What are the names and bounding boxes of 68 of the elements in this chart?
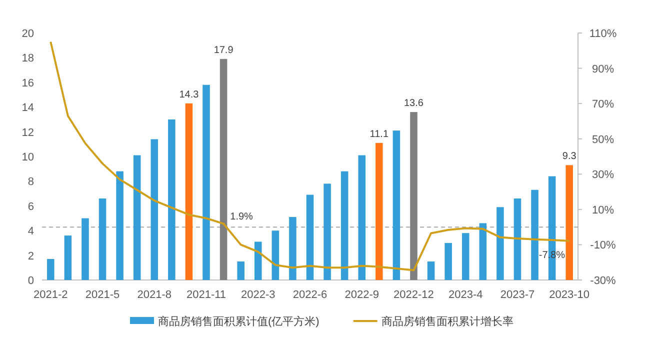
bar	[168, 119, 176, 280]
x-tick-label: 2022-9	[344, 289, 380, 301]
bar	[272, 230, 280, 280]
bar	[479, 223, 487, 280]
y-tick-label: 10	[22, 152, 34, 164]
bar	[98, 198, 106, 280]
bar	[410, 112, 418, 280]
bar	[47, 259, 54, 280]
y2-tick-label: 70%	[592, 98, 614, 111]
bar	[150, 139, 158, 280]
bar	[427, 261, 435, 280]
bar	[82, 218, 89, 280]
legend-label: 商品房销售面积累计值(亿平方米)	[158, 315, 320, 328]
y2-tick-label: 110%	[589, 28, 617, 40]
x-tick-label: 2023-10	[549, 289, 590, 301]
data-label: 13.6	[404, 98, 424, 110]
bar	[237, 261, 244, 280]
y-tick-label: 0	[28, 275, 34, 287]
y2-tick-label: -10%	[590, 240, 616, 252]
x-tick-label: 2023-7	[500, 289, 535, 301]
bar	[531, 190, 538, 280]
bar	[392, 130, 400, 280]
bar	[444, 242, 452, 280]
bar	[220, 58, 228, 280]
y2-tick-label: 90%	[592, 63, 614, 76]
x-tick-label: 2021-8	[137, 289, 172, 301]
x-tick-label: 2022-12	[394, 289, 434, 301]
y-tick-label: 16	[22, 77, 34, 90]
bar	[566, 165, 573, 280]
y2-tick-label: 30%	[592, 169, 614, 182]
bar	[462, 233, 470, 280]
x-tick-label: 2022-3	[240, 289, 276, 301]
y-tick-label: 18	[22, 52, 34, 65]
data-label: 14.3	[179, 89, 200, 100]
y2-tick-label: -30%	[590, 275, 616, 287]
bar	[376, 142, 383, 280]
y-tick-label: 6	[28, 200, 34, 213]
legend-label: 商品房销售面积累计增长率	[381, 315, 514, 328]
bar	[289, 217, 296, 280]
bar	[254, 242, 262, 280]
bar	[496, 207, 504, 280]
bar	[306, 194, 314, 280]
x-tick-label: 2021-11	[186, 289, 226, 301]
x-tick-label: 2022-6	[292, 289, 328, 301]
bar	[64, 236, 72, 280]
y-tick-label: 2	[28, 250, 34, 262]
y-tick-label: 14	[22, 102, 34, 114]
x-tick-label: 2021-2	[34, 289, 68, 301]
y-tick-label: 8	[28, 176, 34, 188]
bar	[358, 155, 366, 280]
bar	[133, 155, 141, 280]
x-tick-label: 2023-4	[448, 289, 483, 301]
y2-tick-label: 10%	[592, 204, 614, 216]
bar	[340, 171, 348, 280]
bar	[324, 184, 331, 280]
bar	[185, 103, 193, 280]
data-label: 9.3	[562, 151, 577, 162]
data-label: 17.9	[214, 44, 234, 56]
y-tick-label: 20	[22, 28, 34, 40]
y2-tick-label: 50%	[592, 134, 614, 146]
data-label: 1.9%	[230, 212, 254, 223]
data-label: 11.1	[370, 128, 389, 140]
y-tick-label: 12	[22, 126, 34, 139]
bar	[202, 84, 210, 280]
y-tick-label: 4	[28, 226, 34, 238]
bar	[514, 198, 522, 280]
bar	[116, 171, 124, 280]
x-tick-label: 2021-5	[85, 289, 120, 301]
